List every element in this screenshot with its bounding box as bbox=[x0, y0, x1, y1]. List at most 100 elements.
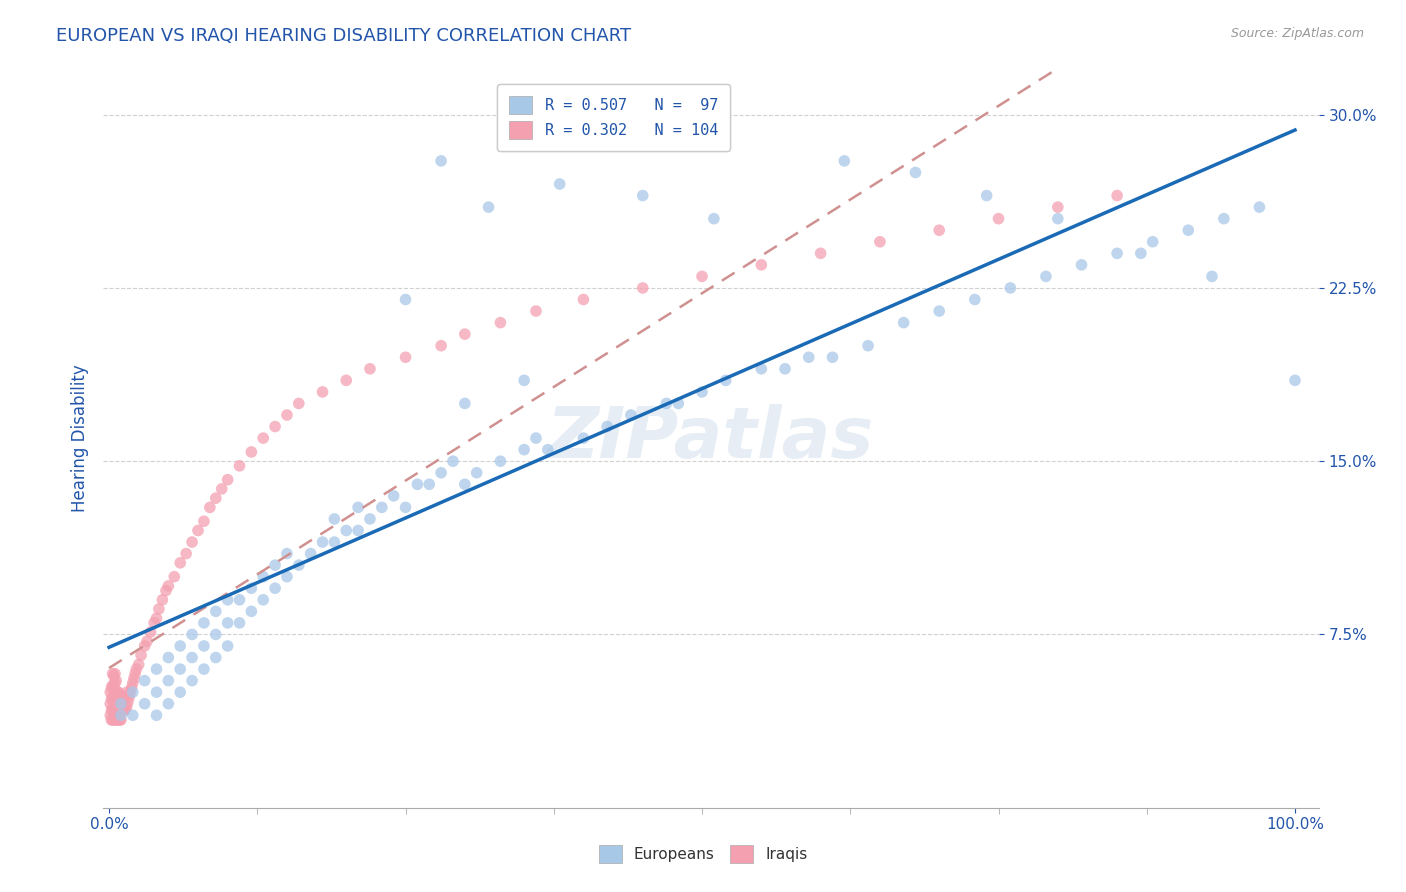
Point bbox=[104, 666, 127, 681]
Point bbox=[105, 685, 128, 699]
Point bbox=[157, 697, 180, 711]
Point bbox=[100, 681, 122, 695]
Point bbox=[114, 701, 136, 715]
Point bbox=[441, 454, 464, 468]
Y-axis label: Hearing Disability: Hearing Disability bbox=[72, 364, 89, 512]
Point bbox=[169, 662, 191, 676]
Point bbox=[105, 713, 128, 727]
Point bbox=[311, 535, 333, 549]
Point bbox=[1107, 246, 1129, 260]
Point bbox=[928, 223, 950, 237]
Point bbox=[347, 500, 370, 515]
Point bbox=[198, 500, 221, 515]
Point bbox=[430, 153, 453, 168]
Point bbox=[181, 650, 204, 665]
Point bbox=[347, 524, 370, 538]
Point bbox=[204, 627, 226, 641]
Point bbox=[904, 165, 927, 179]
Point bbox=[121, 708, 143, 723]
Point bbox=[110, 704, 132, 718]
Point bbox=[418, 477, 440, 491]
Point bbox=[98, 697, 121, 711]
Point bbox=[548, 177, 571, 191]
Point bbox=[252, 592, 274, 607]
Point bbox=[107, 694, 129, 708]
Point bbox=[114, 690, 136, 704]
Point bbox=[1142, 235, 1164, 249]
Point bbox=[101, 701, 124, 715]
Point bbox=[193, 514, 215, 528]
Point bbox=[513, 373, 536, 387]
Point bbox=[110, 697, 132, 711]
Point bbox=[572, 293, 595, 307]
Point bbox=[103, 704, 125, 718]
Point bbox=[454, 327, 477, 342]
Point bbox=[1070, 258, 1092, 272]
Point bbox=[105, 685, 128, 699]
Point bbox=[114, 690, 136, 704]
Point bbox=[105, 694, 128, 708]
Legend: Europeans, Iraqis: Europeans, Iraqis bbox=[586, 832, 820, 875]
Point bbox=[834, 153, 856, 168]
Point bbox=[134, 697, 156, 711]
Point bbox=[264, 558, 287, 573]
Point bbox=[1201, 269, 1223, 284]
Point bbox=[987, 211, 1010, 226]
Point bbox=[110, 713, 132, 727]
Point bbox=[104, 685, 127, 699]
Point bbox=[1046, 211, 1069, 226]
Point bbox=[169, 556, 191, 570]
Point bbox=[963, 293, 986, 307]
Point bbox=[145, 662, 167, 676]
Point bbox=[101, 666, 124, 681]
Point bbox=[620, 408, 643, 422]
Point bbox=[690, 269, 713, 284]
Point bbox=[524, 304, 547, 318]
Point bbox=[112, 704, 135, 718]
Point bbox=[105, 704, 128, 718]
Point bbox=[430, 466, 453, 480]
Point bbox=[118, 690, 141, 704]
Point bbox=[98, 708, 121, 723]
Point bbox=[110, 692, 132, 706]
Point bbox=[108, 704, 131, 718]
Point bbox=[228, 615, 250, 630]
Point bbox=[572, 431, 595, 445]
Point bbox=[631, 188, 654, 202]
Point bbox=[193, 639, 215, 653]
Point bbox=[217, 592, 239, 607]
Point bbox=[193, 615, 215, 630]
Point bbox=[666, 396, 689, 410]
Point bbox=[100, 692, 122, 706]
Point bbox=[104, 713, 127, 727]
Point bbox=[110, 708, 132, 723]
Point bbox=[157, 673, 180, 688]
Point bbox=[252, 570, 274, 584]
Point bbox=[157, 650, 180, 665]
Point bbox=[869, 235, 891, 249]
Point bbox=[181, 535, 204, 549]
Point bbox=[703, 211, 725, 226]
Point bbox=[143, 615, 166, 630]
Point bbox=[204, 604, 226, 618]
Text: Source: ZipAtlas.com: Source: ZipAtlas.com bbox=[1230, 27, 1364, 40]
Point bbox=[115, 685, 138, 699]
Point bbox=[217, 615, 239, 630]
Point bbox=[114, 704, 136, 718]
Point bbox=[148, 602, 170, 616]
Point bbox=[107, 704, 129, 718]
Point bbox=[465, 466, 488, 480]
Point bbox=[145, 708, 167, 723]
Point bbox=[773, 361, 796, 376]
Point bbox=[749, 258, 772, 272]
Point bbox=[98, 685, 121, 699]
Point bbox=[121, 681, 143, 695]
Point bbox=[228, 592, 250, 607]
Point bbox=[174, 547, 197, 561]
Point bbox=[690, 384, 713, 399]
Point bbox=[121, 685, 143, 699]
Point bbox=[121, 676, 143, 690]
Point bbox=[129, 648, 152, 663]
Point bbox=[204, 650, 226, 665]
Point bbox=[108, 713, 131, 727]
